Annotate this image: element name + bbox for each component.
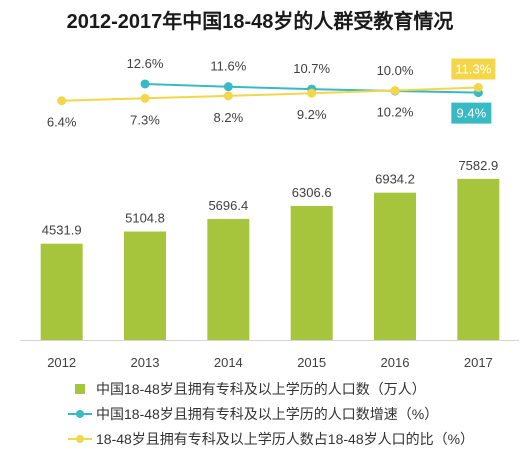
chart-plot: 2012 2013 2014 2015 2016 2017 4531.9 5104.8 5696…	[20, 56, 519, 370]
share-label-2014: 8.2%	[214, 110, 244, 125]
share-label-2013: 7.3%	[130, 112, 160, 127]
growth-rate-point-2013	[140, 79, 150, 89]
legend-swatch-share	[68, 434, 92, 443]
legend-swatch-population	[75, 383, 85, 394]
population-bar-2015	[290, 205, 333, 340]
legend-point-marker	[76, 434, 84, 443]
chart-title: 2012-2017年中国18-48岁的人群受教育情况	[66, 11, 454, 33]
population-bar-value-label-2012: 4531.9	[42, 223, 82, 238]
population-bar-value-label-2013: 5104.8	[125, 211, 165, 226]
population-bar-value-label-2014: 5696.4	[208, 198, 248, 213]
growth-rate-label-2015: 10.7%	[293, 61, 330, 76]
legend-item-population: 中国18-48岁且拥有专科及以上学历的人口数（万人）	[66, 376, 506, 401]
x-tick-label-2017: 2017	[464, 355, 493, 370]
legend-swatch-growth-rate	[68, 409, 92, 418]
growth-rate-label-2014: 11.6%	[210, 59, 246, 74]
share-point-2017	[473, 82, 483, 92]
x-tick-label-2014: 2014	[214, 355, 243, 370]
growth-rate-label-box-2017	[451, 102, 492, 124]
growth-rate-label-2017: 9.4%	[457, 106, 487, 121]
legend-label-growth-rate: 中国18-48岁且拥有专科及以上学历的人口数增速（%）	[96, 405, 439, 422]
legend-bar-marker	[75, 383, 85, 394]
share-point-2016	[390, 85, 400, 95]
legend-label-share: 18-48岁且拥有专科及以上学历人数占18-48岁人口的比（%）	[96, 430, 475, 447]
share-label-2017: 11.3%	[455, 61, 491, 76]
population-bar-2013	[124, 231, 166, 340]
growth-rate-label-2013: 12.6%	[127, 56, 164, 71]
x-tick-label-2015: 2015	[297, 355, 326, 370]
legend-label-population: 中国18-48岁且拥有专科及以上学历的人口数（万人）	[96, 380, 426, 397]
growth-rate-point-2014	[223, 82, 233, 92]
share-point-2012	[57, 96, 67, 106]
population-bar-value-label-2016: 6934.2	[375, 172, 415, 187]
legend-point-marker	[76, 409, 84, 418]
share-line	[61, 86, 479, 102]
share-label-box-2017	[451, 58, 496, 80]
share-point-2014	[223, 91, 233, 101]
share-label-2012: 6.4%	[47, 115, 77, 130]
population-bar-2012	[40, 243, 83, 340]
population-bar-2017	[457, 178, 500, 340]
share-point-2013	[140, 93, 150, 103]
x-tick-label-2013: 2013	[131, 355, 160, 370]
share-label-2015: 9.2%	[297, 107, 327, 122]
share-label-2016: 10.2%	[377, 104, 414, 119]
growth-rate-label-2016: 10.0%	[377, 63, 414, 78]
share-point-2015	[307, 88, 317, 98]
legend-item-share: 18-48岁且拥有专科及以上学历人数占18-48岁人口的比（%）	[66, 426, 506, 451]
legend: 中国18-48岁且拥有专科及以上学历的人口数（万人） 中国18-48岁且拥有专科…	[66, 376, 506, 451]
population-bar-value-label-2017: 7582.9	[458, 158, 498, 173]
x-tick-label-2016: 2016	[381, 355, 410, 370]
population-bar-value-label-2015: 6306.6	[292, 185, 332, 200]
population-bar-2014	[207, 218, 250, 340]
legend-item-growth-rate: 中国18-48岁且拥有专科及以上学历的人口数增速（%）	[66, 401, 506, 426]
x-tick-label-2012: 2012	[47, 355, 76, 370]
population-bar-2016	[374, 192, 416, 340]
